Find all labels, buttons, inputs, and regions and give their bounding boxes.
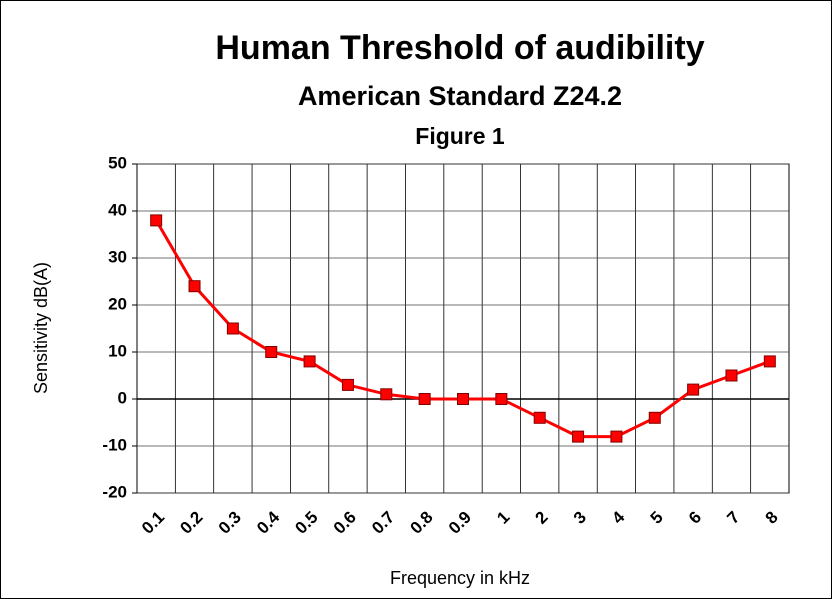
x-axis-label: Frequency in kHz [390, 568, 530, 588]
y-tick-label: 20 [108, 294, 127, 313]
point-marker [648, 411, 661, 424]
point-marker [226, 322, 239, 335]
y-tick-label: 50 [108, 153, 127, 172]
y-tick-label: 30 [108, 247, 127, 266]
y-tick-label: 10 [108, 341, 127, 360]
plot-area [136, 163, 790, 494]
point-marker [572, 430, 585, 443]
point-marker [610, 430, 623, 443]
point-marker [495, 393, 508, 405]
point-marker [687, 383, 700, 396]
y-tick-label: 0 [118, 388, 127, 407]
chart-title: Human Threshold of audibility [215, 29, 704, 67]
y-tick-label: -20 [102, 482, 127, 501]
point-marker [418, 393, 431, 405]
point-marker [150, 214, 163, 227]
point-marker [303, 355, 316, 368]
chart-subtitle: American Standard Z24.2 [298, 81, 622, 111]
y-axis-label: Sensitivity dB(A) [31, 262, 51, 394]
point-marker [533, 411, 546, 424]
y-tick-label: 40 [108, 200, 127, 219]
point-marker [380, 388, 393, 401]
figure-label: Figure 1 [415, 123, 505, 149]
point-marker [265, 346, 278, 358]
point-marker [188, 280, 201, 293]
point-marker [725, 369, 738, 382]
point-marker [341, 378, 354, 391]
point-marker [763, 355, 776, 368]
point-marker [457, 393, 469, 405]
y-tick-label: -10 [102, 435, 127, 454]
